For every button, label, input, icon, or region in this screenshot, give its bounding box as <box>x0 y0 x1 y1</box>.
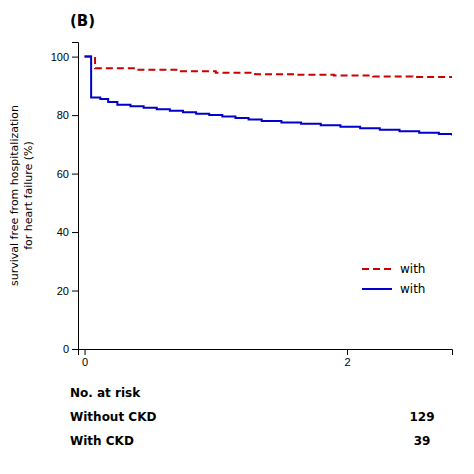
y-tick-mark <box>72 232 78 233</box>
y-axis: 0 20 40 60 80 100 <box>51 43 79 356</box>
x-axis: 02 <box>79 349 453 368</box>
y-tick-label: 80 <box>57 109 69 121</box>
legend-swatch <box>362 288 392 290</box>
y-tick-mark <box>72 349 78 350</box>
y-axis-title: survival free from hospitalizationfor he… <box>8 105 35 286</box>
legend-item: with <box>362 282 425 296</box>
series-line <box>85 57 452 136</box>
series-line <box>85 57 452 78</box>
risk-table-value: 39 <box>414 434 431 448</box>
x-tick: 0 <box>82 349 88 368</box>
title: (B) <box>70 12 95 30</box>
y-tick: 80 <box>57 109 78 121</box>
y-tick: 60 <box>57 168 78 180</box>
y-tick-mark <box>72 115 78 116</box>
plot-area: 02020406080100withwith <box>51 43 453 368</box>
y-tick-mark <box>72 291 78 292</box>
risk-table-label: Without CKD <box>70 410 156 424</box>
x-tick-mark <box>85 349 86 355</box>
risk-table-label: With CKD <box>70 434 134 448</box>
lines <box>85 57 452 136</box>
y-tick: 20 <box>57 285 78 297</box>
x-tick-label: 0 <box>82 356 88 368</box>
y-tick: 40 <box>57 226 78 238</box>
y-tick-label: 0 <box>63 343 69 355</box>
legend-item: with <box>362 262 425 276</box>
y-axis-line <box>72 43 79 350</box>
legend-label: with <box>400 262 425 276</box>
y-tick-label: 100 <box>51 51 69 63</box>
x-axis-line <box>79 350 453 356</box>
y-tick-label: 40 <box>57 226 69 238</box>
risk-table-value: 129 <box>409 410 434 424</box>
legend-swatch <box>362 268 392 270</box>
y-tick-mark <box>72 174 78 175</box>
legend: with with <box>362 262 425 296</box>
risk-table: No. at risk Without CKD 129 With CKD 39 <box>70 386 435 448</box>
y-tick: 0 <box>63 343 78 355</box>
x-tick-label: 2 <box>344 356 350 368</box>
y-tick-label: 20 <box>57 285 69 297</box>
y-tick-mark <box>72 57 78 58</box>
x-tick-mark <box>347 349 348 355</box>
chart: 02020406080100withwith(B)survival free f… <box>0 0 474 474</box>
risk-table-title: No. at risk <box>70 386 141 400</box>
x-tick: 2 <box>344 349 350 368</box>
y-tick-label: 60 <box>57 168 69 180</box>
legend-label: with <box>400 282 425 296</box>
y-tick: 100 <box>51 51 78 63</box>
